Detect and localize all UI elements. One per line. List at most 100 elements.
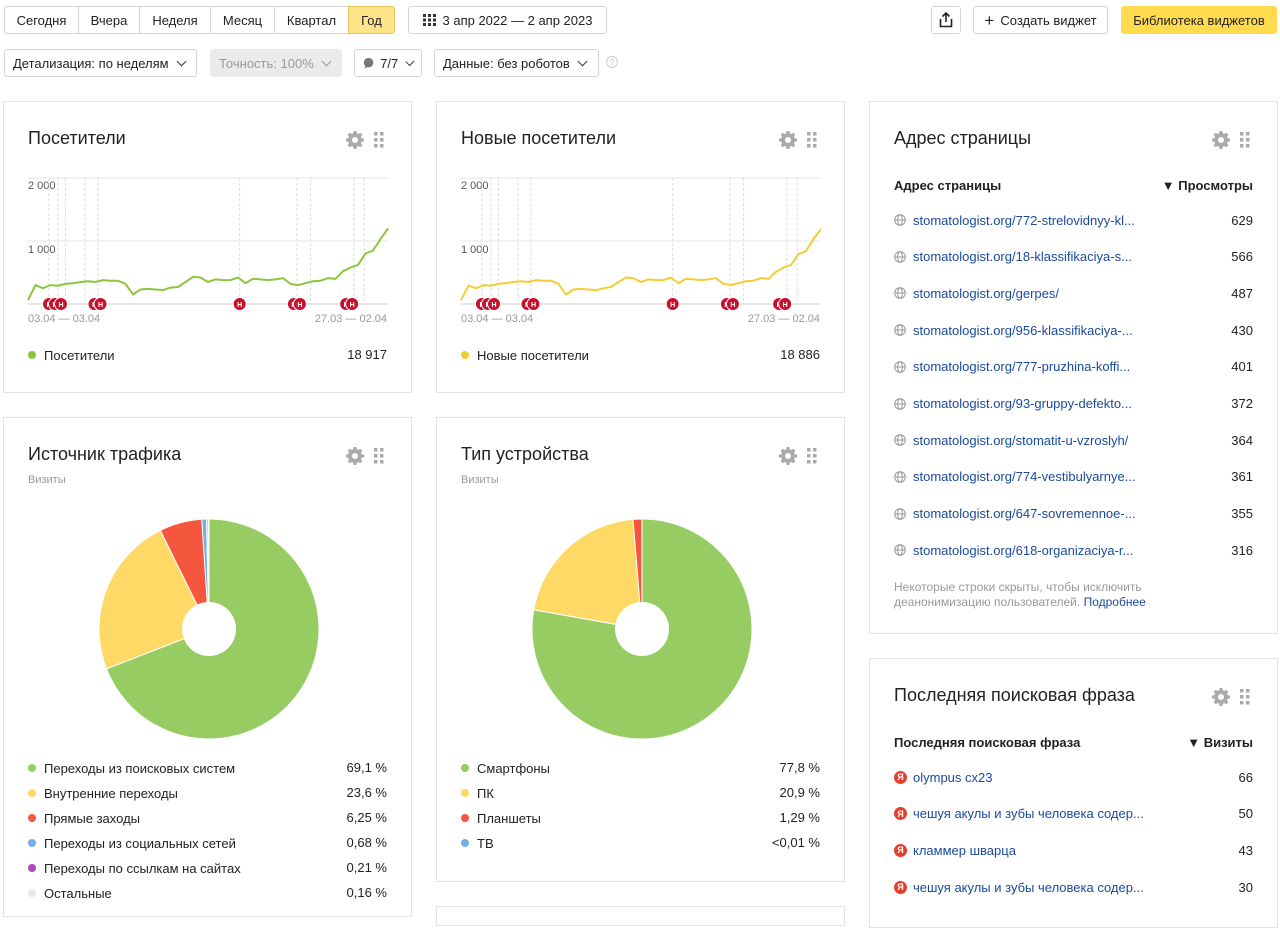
period-month-button[interactable]: Месяц: [210, 6, 275, 34]
legend-value: 20,9 %: [780, 785, 820, 800]
legend-item[interactable]: Переходы из поисковых систем: [28, 759, 235, 777]
drag-handle-icon[interactable]: [807, 132, 817, 148]
traffic-pie-chart[interactable]: [94, 514, 324, 744]
column-header-phrase[interactable]: Последняя поисковая фраза: [894, 735, 1080, 750]
table-row[interactable]: stomatologist.org/777-pruzhina-koffi...4…: [894, 357, 1253, 377]
gear-icon[interactable]: [1212, 688, 1230, 706]
drag-handle-icon[interactable]: [374, 132, 384, 148]
page-url-link[interactable]: stomatologist.org/18-klassifikaciya-s...: [913, 249, 1148, 264]
search-phrase-link[interactable]: кламмер шварца: [913, 843, 1148, 858]
drag-handle-icon[interactable]: [1240, 132, 1250, 148]
export-button[interactable]: [931, 6, 961, 34]
annotation-marker-icon[interactable]: H: [527, 298, 540, 311]
gear-icon[interactable]: [779, 447, 797, 465]
period-quarter-button[interactable]: Квартал: [274, 6, 349, 34]
legend-item[interactable]: Планшеты: [461, 809, 541, 827]
page-url-link[interactable]: stomatologist.org/774-vestibulyarnye...: [913, 469, 1148, 484]
page-url-link[interactable]: stomatologist.org/stomatit-u-vzroslyh/: [913, 433, 1148, 448]
table-row[interactable]: stomatologist.org/18-klassifikaciya-s...…: [894, 247, 1253, 267]
annotation-marker-icon[interactable]: H: [293, 298, 306, 311]
legend-item[interactable]: Переходы из социальных сетей: [28, 834, 236, 852]
more-link[interactable]: Подробнее: [1084, 595, 1146, 609]
visitors-widget: Посетители 2 000 1 000 03.04 — 03.04 27.…: [3, 101, 412, 393]
series-line[interactable]: [461, 229, 821, 300]
gear-icon[interactable]: [779, 131, 797, 149]
legend-item[interactable]: Прямые заходы: [28, 809, 140, 827]
annotation-marker-icon[interactable]: H: [233, 298, 246, 311]
page-url-link[interactable]: stomatologist.org/772-strelovidnyy-kl...: [913, 213, 1148, 228]
table-row[interactable]: stomatologist.org/774-vestibulyarnye...3…: [894, 467, 1253, 487]
page-url-link[interactable]: stomatologist.org/956-klassifikaciya-...: [913, 323, 1148, 338]
legend-total: 18 886: [780, 347, 820, 362]
period-today-button[interactable]: Сегодня: [4, 6, 79, 34]
legend-item[interactable]: Внутренние переходы: [28, 784, 178, 802]
period-year-button[interactable]: Год: [348, 6, 395, 34]
gear-icon[interactable]: [346, 447, 364, 465]
views-value: 566: [1231, 249, 1253, 264]
page-url-link[interactable]: stomatologist.org/618-organizaciya-r...: [913, 543, 1148, 558]
table-row[interactable]: stomatologist.org/956-klassifikaciya-...…: [894, 320, 1253, 340]
date-range-button[interactable]: 3 апр 2022 — 2 апр 2023: [408, 6, 607, 34]
table-row[interactable]: stomatologist.org/gerpes/487: [894, 283, 1253, 303]
page-url-link[interactable]: stomatologist.org/647-sovremennoe-...: [913, 506, 1148, 521]
table-row[interactable]: stomatologist.org/772-strelovidnyy-kl...…: [894, 210, 1253, 230]
column-header-views[interactable]: ▼ Просмотры: [1162, 178, 1253, 193]
svg-text:H: H: [670, 302, 675, 309]
column-header-url[interactable]: Адрес страницы: [894, 178, 1001, 193]
visitors-line-chart[interactable]: 2 000 1 000 03.04 — 03.04 27.03 — 02.04 …: [4, 172, 413, 332]
legend-label: Новые посетители: [477, 348, 589, 363]
legend-item[interactable]: Смартфоны: [461, 759, 550, 777]
annotation-marker-icon[interactable]: H: [779, 298, 792, 311]
robots-select[interactable]: Данные: без роботов: [434, 49, 599, 77]
drag-handle-icon[interactable]: [1240, 689, 1250, 705]
annotation-marker-icon[interactable]: H: [488, 298, 501, 311]
drag-handle-icon[interactable]: [807, 448, 817, 464]
detail-select[interactable]: Детализация: по неделям: [4, 49, 197, 77]
calendar-icon: [423, 14, 437, 26]
gear-icon[interactable]: [346, 131, 364, 149]
legend-item[interactable]: Переходы по ссылкам на сайтах: [28, 859, 241, 877]
page-url-link[interactable]: stomatologist.org/777-pruzhina-koffi...: [913, 359, 1148, 374]
new-visitors-line-chart[interactable]: 2 000 1 000 03.04 — 03.04 27.03 — 02.04 …: [437, 172, 846, 332]
widget-library-button[interactable]: Библиотека виджетов: [1121, 6, 1277, 34]
annotation-marker-icon[interactable]: H: [346, 298, 359, 311]
drag-handle-icon[interactable]: [374, 448, 384, 464]
page-url-link[interactable]: stomatologist.org/gerpes/: [913, 286, 1148, 301]
series-line[interactable]: [28, 228, 388, 300]
column-header-visits[interactable]: ▼ Визиты: [1187, 735, 1253, 750]
legend-item[interactable]: ПК: [461, 784, 494, 802]
legend-value: 0,21 %: [347, 860, 387, 875]
period-yesterday-button[interactable]: Вчера: [78, 6, 140, 34]
table-row[interactable]: stomatologist.org/647-sovremennoe-...355: [894, 504, 1253, 524]
search-phrase-link[interactable]: olympus cx23: [913, 770, 1148, 785]
annotation-marker-icon[interactable]: H: [55, 298, 68, 311]
search-phrase-link[interactable]: чешуя акулы и зубы человека содер...: [913, 880, 1148, 895]
chevron-down-icon: [176, 56, 186, 66]
table-row[interactable]: stomatologist.org/93-gruppy-defekto...37…: [894, 394, 1253, 414]
period-week-button[interactable]: Неделя: [139, 6, 211, 34]
annotation-marker-icon[interactable]: H: [726, 298, 739, 311]
annotation-marker-icon[interactable]: H: [94, 298, 107, 311]
segments-select[interactable]: 7/7: [354, 49, 422, 77]
legend-item[interactable]: Новые посетители: [461, 346, 589, 364]
accuracy-select[interactable]: Точность: 100%: [210, 49, 342, 77]
legend-item[interactable]: Остальные: [28, 884, 112, 902]
traffic-source-widget: Источник трафика Визиты Переходы из поис…: [3, 417, 412, 917]
create-widget-button[interactable]: + Создать виджет: [973, 6, 1108, 34]
table-row[interactable]: stomatologist.org/618-organizaciya-r...3…: [894, 540, 1253, 560]
annotation-marker-icon[interactable]: H: [666, 298, 679, 311]
page-url-link[interactable]: stomatologist.org/93-gruppy-defekto...: [913, 396, 1148, 411]
table-row[interactable]: stomatologist.org/stomatit-u-vzroslyh/36…: [894, 430, 1253, 450]
help-icon[interactable]: ?: [606, 56, 618, 68]
legend-item[interactable]: Посетители: [28, 346, 115, 364]
device-pie-chart[interactable]: [527, 514, 757, 744]
legend-item[interactable]: ТВ: [461, 834, 494, 852]
gear-icon[interactable]: [1212, 131, 1230, 149]
search-phrase-link[interactable]: чешуя акулы и зубы человека содер...: [913, 806, 1148, 821]
widget-subtitle: Визиты: [461, 474, 499, 486]
